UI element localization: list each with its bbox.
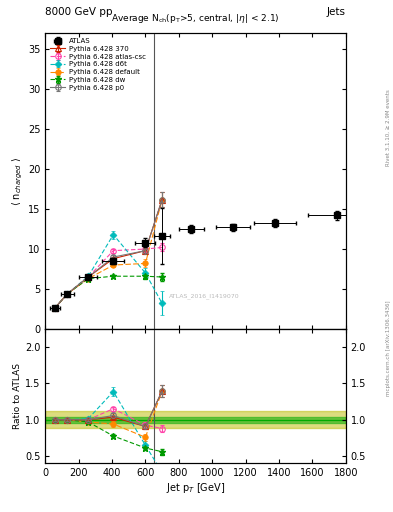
Text: Average N$_{\sf ch}$(p$_{\sf T}$>5, central, |$\eta$| < 2.1): Average N$_{\sf ch}$(p$_{\sf T}$>5, cent… <box>111 12 280 25</box>
Text: Jets: Jets <box>327 7 346 17</box>
X-axis label: Jet p$_T$ [GeV]: Jet p$_T$ [GeV] <box>166 481 225 495</box>
Bar <box>45 417 346 423</box>
Text: ATLAS_2016_I1419070: ATLAS_2016_I1419070 <box>169 294 240 300</box>
Y-axis label: ⟨ n$_{charged}$ ⟩: ⟨ n$_{charged}$ ⟩ <box>11 156 25 206</box>
Bar <box>45 411 346 429</box>
Text: mcplots.cern.ch [arXiv:1306.3436]: mcplots.cern.ch [arXiv:1306.3436] <box>386 301 391 396</box>
Text: Rivet 3.1.10, ≥ 2.9M events: Rivet 3.1.10, ≥ 2.9M events <box>386 90 391 166</box>
Legend: ATLAS, Pythia 6.428 370, Pythia 6.428 atlas-csc, Pythia 6.428 d6t, Pythia 6.428 : ATLAS, Pythia 6.428 370, Pythia 6.428 at… <box>49 37 147 92</box>
Y-axis label: Ratio to ATLAS: Ratio to ATLAS <box>13 363 22 429</box>
Text: 8000 GeV pp: 8000 GeV pp <box>45 7 113 17</box>
